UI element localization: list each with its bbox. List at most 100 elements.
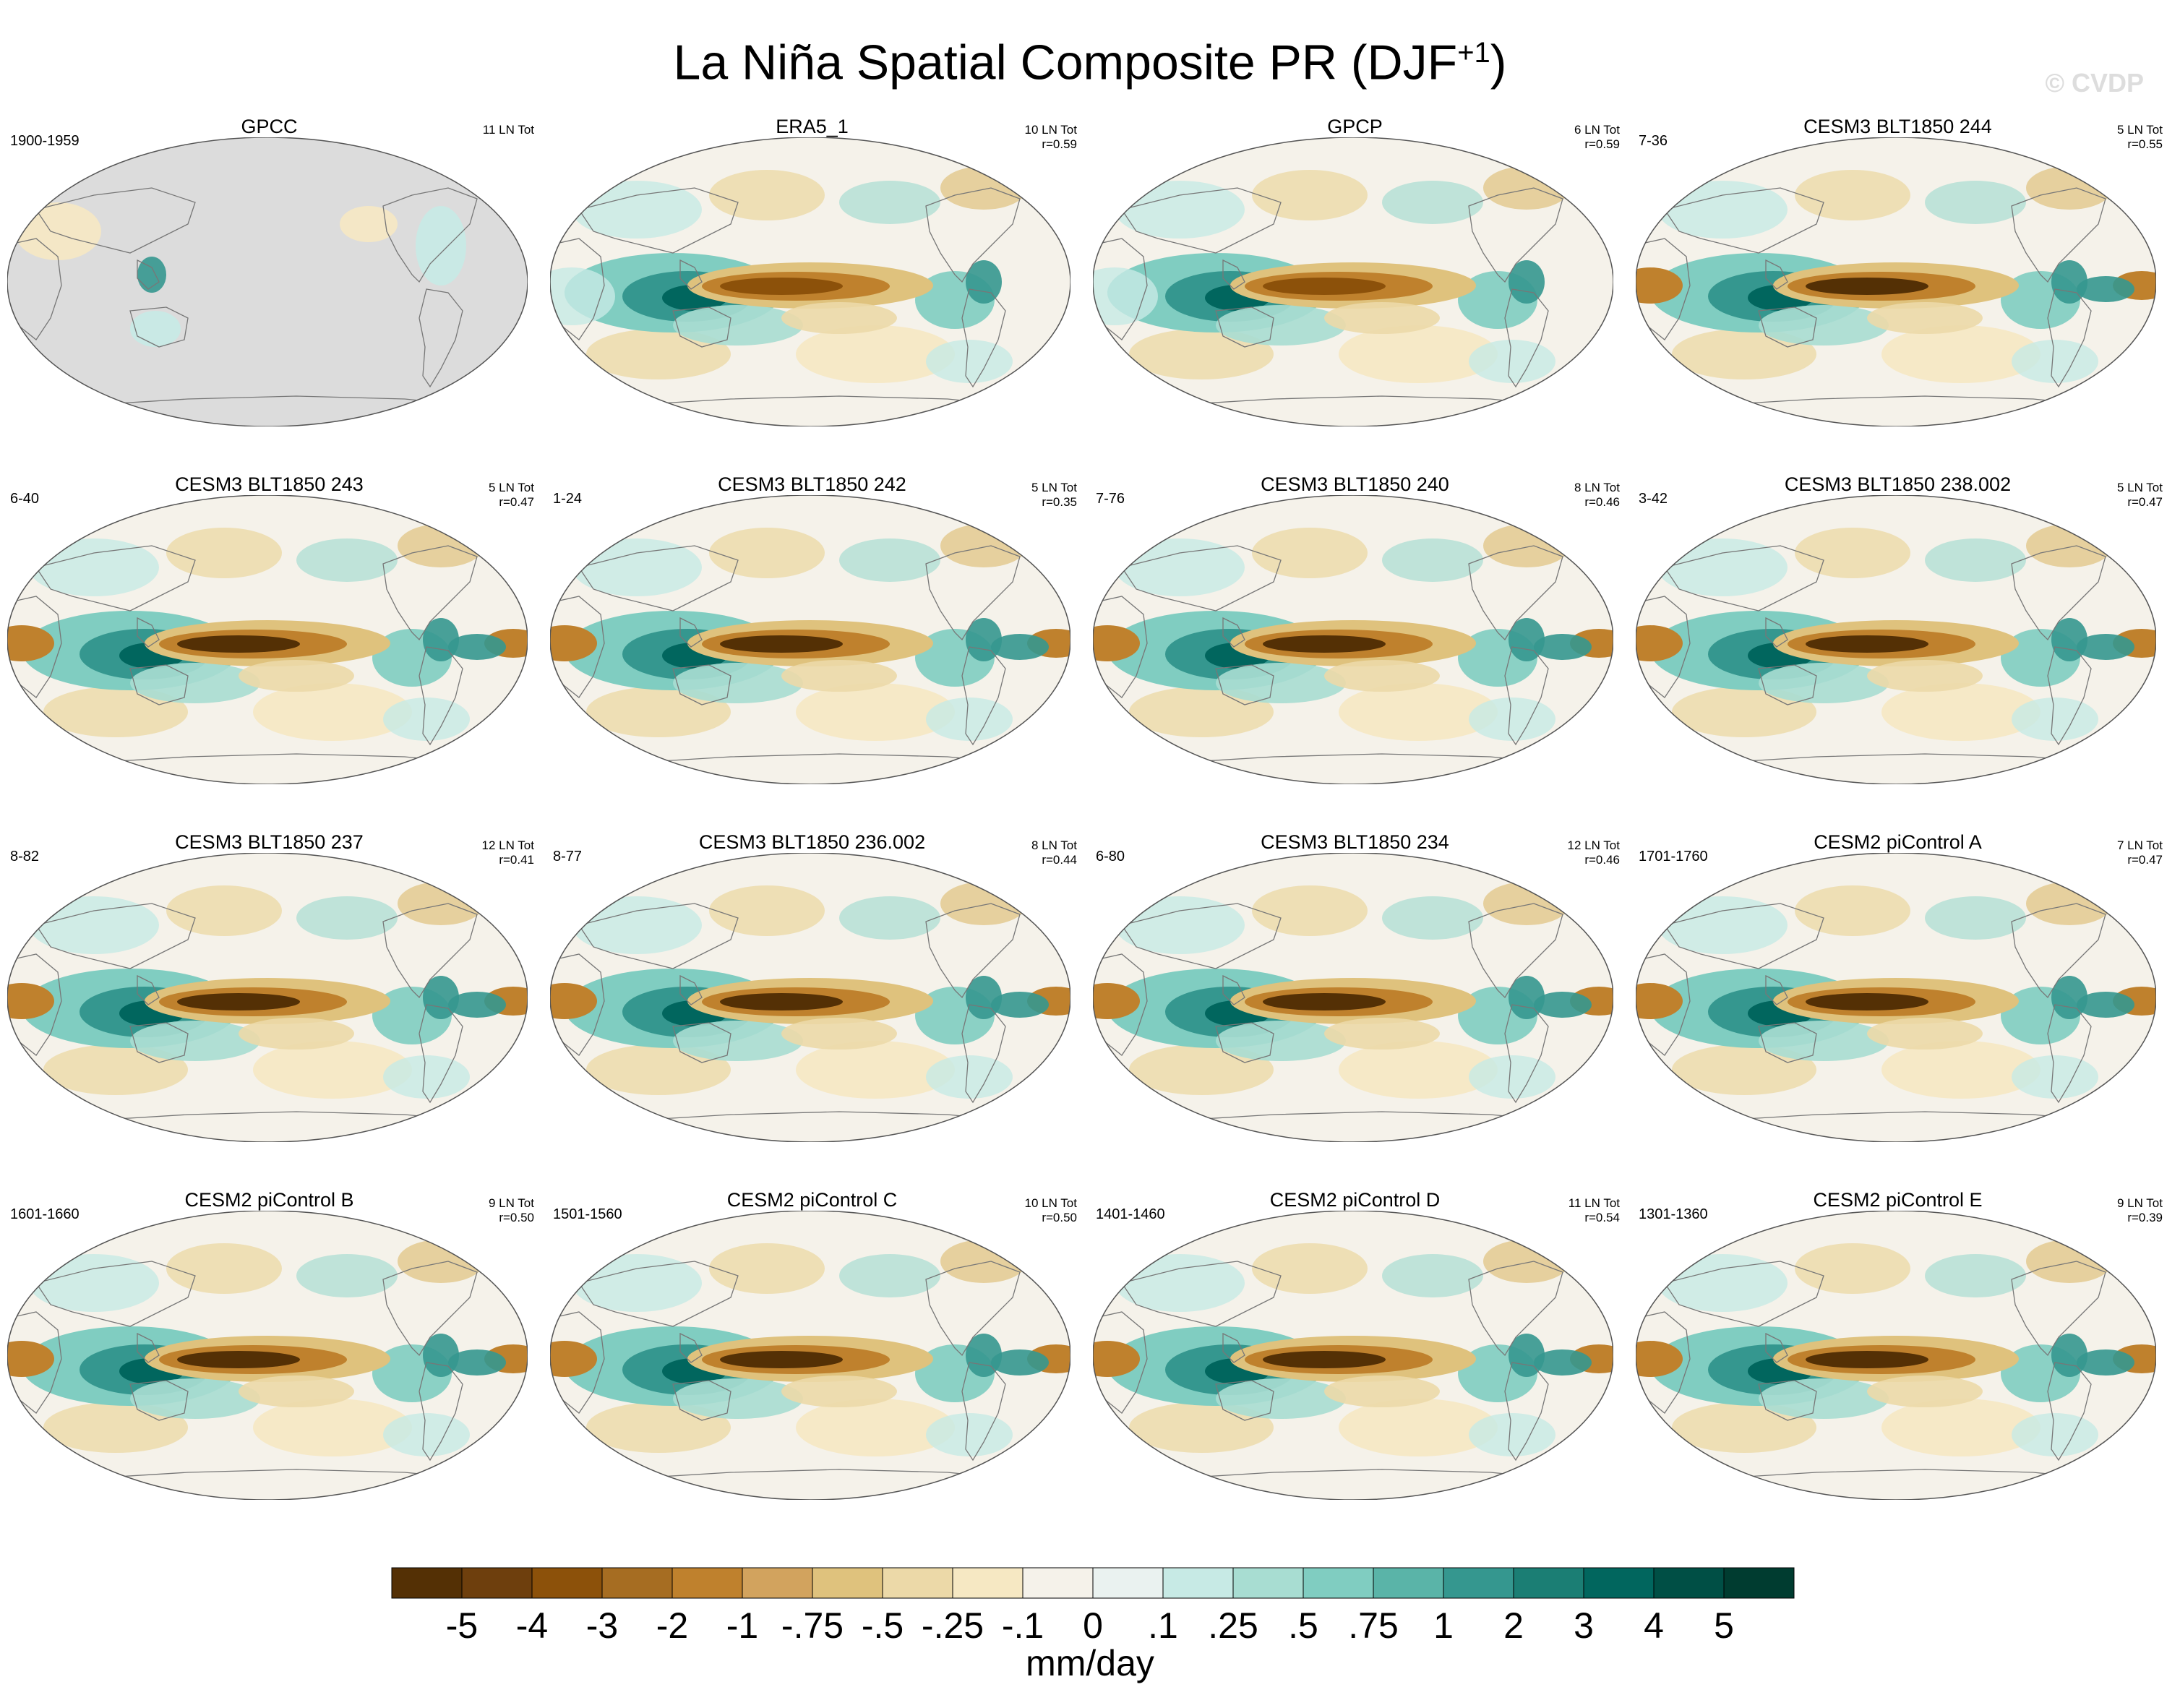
anomaly-region (253, 1041, 412, 1099)
panel-title: CESM3 BLT1850 243 (175, 473, 364, 495)
coastline (1222, 974, 1245, 1005)
colorbar-swatch (1373, 1567, 1444, 1599)
map-outline (7, 495, 528, 784)
anomaly-region (781, 302, 897, 334)
coastline (1504, 288, 1549, 388)
pattern-correlation: r=0.59 (1042, 137, 1077, 151)
anomaly-region (1759, 1021, 1889, 1061)
coastline (1120, 1261, 1282, 1327)
coastline (382, 187, 478, 283)
anomaly-region (1115, 1254, 1245, 1312)
colorbar-tick-label: .1 (1148, 1605, 1178, 1646)
anomaly-region (43, 1402, 188, 1453)
anomaly-region (1093, 1341, 1140, 1377)
map-outline (7, 137, 528, 426)
anomaly-region (2026, 1240, 2113, 1283)
map-outline (1636, 137, 2156, 426)
coastline (679, 617, 703, 648)
coastline (578, 1261, 739, 1327)
coastline (419, 1004, 463, 1104)
anomaly-region (839, 1254, 940, 1297)
anomaly-region (1806, 635, 1928, 653)
anomaly-region (966, 260, 1002, 304)
colorbar-tick-label: -4 (515, 1605, 549, 1646)
anomaly-region (1925, 1254, 2026, 1297)
anomaly-region (1672, 329, 1816, 379)
anomaly-region (29, 1254, 159, 1312)
anomaly-region (1509, 260, 1545, 304)
anomaly-region (1469, 1413, 1555, 1456)
coastline (1758, 1380, 1817, 1421)
anomaly-region (1129, 329, 1274, 379)
colorbar-tick-label: -1 (726, 1605, 759, 1646)
anomaly-region (1672, 1402, 1816, 1453)
anomaly-region (2012, 1055, 2098, 1099)
precip-anomaly-map (1636, 137, 2156, 426)
precip-anomaly-map (550, 1211, 1070, 1500)
anomaly-region (383, 1413, 470, 1456)
anomaly-region (43, 1044, 188, 1095)
precip-anomaly-map (7, 137, 528, 426)
anomaly-region (1657, 1254, 1788, 1312)
coastline (2011, 545, 2106, 641)
map-panel: GPCC 1900-1959 11 LN Tot (0, 116, 538, 470)
coastline (961, 1004, 1006, 1104)
map-outline (550, 495, 1070, 784)
anomaly-region (572, 538, 702, 596)
anomaly-region (1216, 663, 1346, 703)
colorbar-swatch (1723, 1567, 1795, 1599)
colorbar-swatch (1513, 1567, 1584, 1599)
pattern-correlation: r=0.39 (2127, 1211, 2163, 1224)
anomaly-region (1483, 166, 1570, 210)
ln-total: 8 LN Tot (1574, 481, 1620, 494)
coastline (578, 545, 739, 611)
anomaly-region (1806, 1351, 1928, 1368)
coastline (961, 646, 1006, 746)
colorbar-swatch (1022, 1567, 1094, 1599)
colorbar-units: mm/day (1026, 1643, 1154, 1683)
coastline (1222, 1332, 1245, 1363)
watermark: © CVDP (2045, 68, 2144, 98)
map-panel: CESM3 BLT1850 238.002 3-42 5 LN Tot r=0.47 (1628, 473, 2167, 828)
map-outline (550, 137, 1070, 426)
colorbar-swatch (952, 1567, 1024, 1599)
anomaly-region (1263, 278, 1386, 295)
coastline (35, 903, 196, 969)
panel-title: CESM3 BLT1850 236.002 (698, 831, 926, 853)
ln-total: 5 LN Tot (1031, 481, 1077, 494)
map-panel: CESM3 BLT1850 236.002 8-77 8 LN Tot r=0.44 (543, 831, 1081, 1185)
coastline (1758, 1022, 1817, 1063)
coastline (137, 617, 160, 648)
anomaly-region (586, 1402, 731, 1453)
coastline (35, 187, 196, 254)
panel-event-count: 5 LN Tot r=0.47 (2117, 481, 2163, 510)
anomaly-region (1636, 625, 1683, 661)
anomaly-region (2026, 166, 2113, 210)
anomaly-region (1881, 325, 2040, 383)
panel-years: 1301-1360 (1639, 1206, 1708, 1222)
ln-total: 10 LN Tot (1024, 1196, 1077, 1210)
anomaly-region (1881, 1399, 2040, 1456)
anomaly-region (1263, 993, 1386, 1010)
anomaly-region (1339, 1041, 1498, 1099)
anomaly-region (2026, 882, 2113, 925)
anomaly-region (130, 663, 260, 703)
anomaly-region (796, 1399, 955, 1456)
coastline (1215, 1380, 1274, 1421)
panel-event-count: 11 LN Tot r=0.54 (1569, 1196, 1620, 1225)
colorbar-swatch (1232, 1567, 1304, 1599)
coastline (1468, 545, 1563, 641)
anomaly-region (2077, 992, 2134, 1018)
anomaly-region (709, 1243, 825, 1294)
anomaly-region (1129, 1402, 1274, 1453)
panel-years: 1401-1460 (1096, 1206, 1165, 1222)
anomaly-region (1925, 538, 2026, 582)
colorbar-tick-label: .25 (1208, 1605, 1258, 1646)
anomaly-region (796, 325, 955, 383)
anomaly-region (1795, 885, 1910, 936)
coastline (129, 1022, 189, 1063)
coastline (578, 903, 739, 969)
anomaly-region (1657, 896, 1788, 954)
anomaly-region (296, 538, 398, 582)
coastline (1504, 1362, 1549, 1462)
